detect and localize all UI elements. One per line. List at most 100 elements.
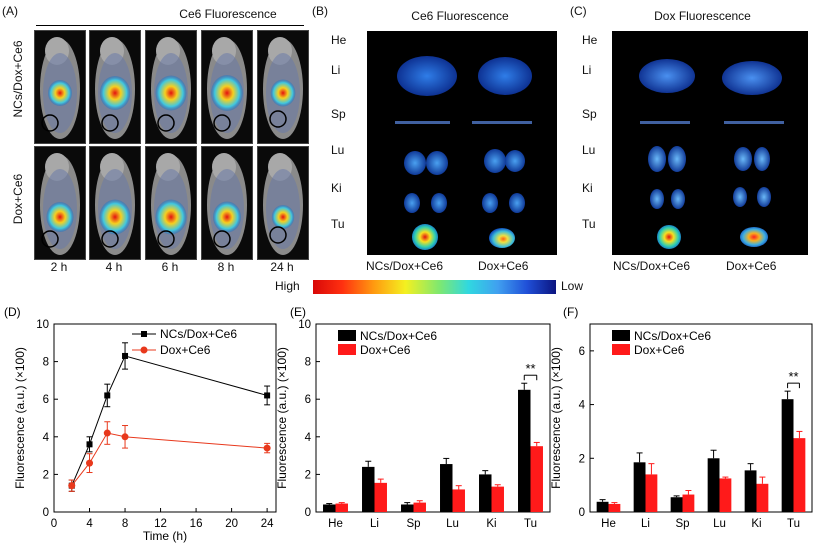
x-tick-label: 0 (51, 518, 57, 530)
bar (518, 389, 531, 512)
organ-label: He (331, 33, 347, 47)
bar (413, 502, 426, 512)
bar (682, 494, 695, 512)
data-point (121, 433, 129, 441)
x-axis-label: Time (h) (143, 529, 187, 543)
y-tick-label: 8 (305, 357, 311, 369)
y-tick-label: 6 (305, 394, 311, 406)
y-tick-label: 6 (579, 346, 585, 358)
y-tick-label: 4 (305, 432, 312, 444)
x-tick-label: Li (370, 518, 379, 530)
y-tick-label: 6 (43, 394, 49, 406)
series-line (71, 432, 268, 486)
panel-a-label: (A) (2, 4, 18, 18)
colorbar-gradient (313, 280, 556, 294)
colorbar-low-label: Low (561, 279, 584, 293)
bar (670, 497, 683, 512)
organ-label: Li (582, 63, 592, 77)
organ-label: Ki (331, 181, 342, 195)
mouse-image-tile (145, 146, 197, 260)
y-tick-label: 0 (579, 507, 585, 519)
time-label: 4 h (105, 260, 123, 274)
y-tick-label: 10 (36, 319, 49, 331)
x-tick-label: Tu (524, 518, 537, 530)
y-tick-label: 0 (305, 507, 311, 519)
x-tick-label: 8 (122, 518, 128, 530)
bar (633, 462, 646, 512)
time-label: 6 h (161, 260, 179, 274)
y-tick-label: 4 (43, 432, 50, 444)
bar (479, 474, 492, 512)
data-point (86, 459, 94, 467)
plot-frame (589, 323, 813, 513)
organ-label: Lu (582, 143, 596, 157)
bar (596, 501, 609, 512)
x-tick-label: 20 (225, 518, 238, 530)
chart-panel-label: (F) (563, 305, 578, 319)
x-tick-label: 4 (86, 518, 93, 530)
x-tick-label: 24 (261, 518, 274, 530)
y-axis-label: Fluorescence (a.u.) (×100) (13, 347, 27, 489)
legend-swatch (338, 344, 356, 355)
row-label-dox: Dox+Ce6 (11, 173, 25, 225)
group-label-b-ncs: NCs/Dox+Ce6 (366, 259, 444, 273)
x-tick-label: 16 (190, 518, 203, 530)
significance-label: ** (525, 361, 535, 376)
panel-a-header-line (36, 25, 304, 26)
data-point (86, 441, 93, 448)
plot-frame (315, 323, 551, 513)
mouse-image-tile (34, 30, 86, 144)
bar (744, 470, 757, 512)
x-tick-label: Sp (406, 518, 420, 530)
organ-label: He (582, 33, 598, 47)
bar (645, 474, 658, 512)
legend-label: NCs/Dox+Ce6 (160, 327, 237, 341)
mouse-image-tile (89, 146, 141, 260)
x-tick-label: Li (641, 518, 650, 530)
time-label: 2 h (50, 260, 68, 274)
time-label: 24 h (270, 260, 294, 274)
y-tick-label: 2 (579, 453, 585, 465)
data-point (263, 444, 271, 452)
panel-b-label: (B) (312, 4, 328, 18)
organ-label: Tu (331, 217, 345, 231)
legend-swatch (338, 330, 356, 341)
mouse-image-tile (257, 146, 309, 260)
organ-label: Sp (582, 107, 597, 121)
organ-label: Lu (331, 143, 345, 157)
data-point (122, 352, 129, 359)
panel-a-header: Ce6 Fluorescence (179, 7, 277, 21)
bar (719, 478, 732, 512)
legend-swatch (612, 344, 630, 355)
organ-label: Li (331, 63, 341, 77)
mouse-image-tile (201, 30, 253, 144)
chart-panel-label: (E) (290, 305, 306, 319)
bar (323, 504, 336, 512)
organ-image-ce6 (367, 31, 557, 255)
organ-label: Sp (331, 107, 346, 121)
y-axis-label: Fluorescence (a.u.) (×100) (549, 347, 563, 489)
legend-label: NCs/Dox+Ce6 (360, 329, 437, 343)
bar (530, 446, 543, 512)
x-tick-label: Ki (486, 518, 496, 530)
x-tick-label: 12 (154, 518, 167, 530)
x-tick-label: He (328, 518, 343, 530)
organ-label: Tu (582, 217, 596, 231)
y-tick-label: 10 (298, 319, 311, 331)
chart-panel-label: (D) (4, 305, 21, 319)
y-tick-label: 8 (43, 357, 49, 369)
bar (401, 504, 414, 512)
bar (374, 482, 387, 512)
y-tick-label: 2 (43, 469, 49, 481)
bar (793, 438, 806, 512)
legend-marker (140, 346, 148, 354)
bar (756, 483, 769, 512)
x-tick-label: He (601, 518, 616, 530)
organ-label: Ki (582, 181, 593, 195)
panel-c-header: Dox Fluorescence (654, 9, 751, 23)
bar (362, 466, 375, 512)
significance-label: ** (788, 369, 798, 384)
plot-frame (53, 323, 277, 513)
data-point (104, 392, 111, 399)
mouse-image-tile (201, 146, 253, 260)
